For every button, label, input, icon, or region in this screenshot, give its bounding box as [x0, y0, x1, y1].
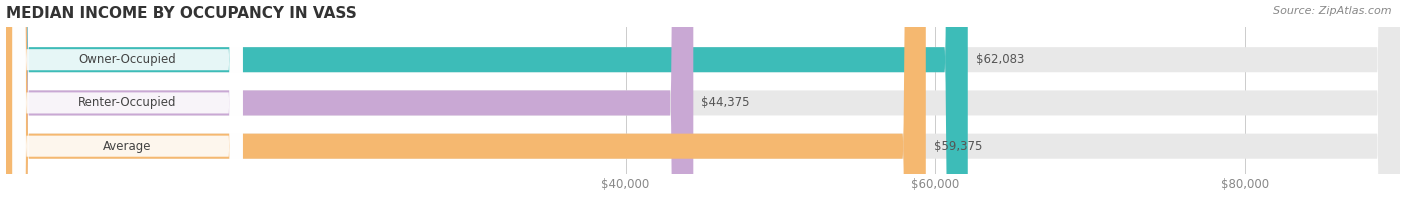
FancyBboxPatch shape: [6, 0, 1400, 197]
FancyBboxPatch shape: [6, 0, 1400, 197]
Text: Owner-Occupied: Owner-Occupied: [79, 53, 177, 66]
Text: Average: Average: [104, 140, 152, 153]
FancyBboxPatch shape: [13, 0, 243, 197]
FancyBboxPatch shape: [6, 0, 1400, 197]
FancyBboxPatch shape: [13, 0, 243, 197]
Text: $62,083: $62,083: [976, 53, 1024, 66]
Text: $44,375: $44,375: [702, 97, 749, 110]
Text: MEDIAN INCOME BY OCCUPANCY IN VASS: MEDIAN INCOME BY OCCUPANCY IN VASS: [6, 6, 356, 20]
Text: $59,375: $59,375: [934, 140, 981, 153]
FancyBboxPatch shape: [6, 0, 967, 197]
FancyBboxPatch shape: [6, 0, 693, 197]
Text: Renter-Occupied: Renter-Occupied: [79, 97, 177, 110]
Text: Source: ZipAtlas.com: Source: ZipAtlas.com: [1274, 6, 1392, 16]
FancyBboxPatch shape: [6, 0, 925, 197]
FancyBboxPatch shape: [13, 0, 243, 197]
